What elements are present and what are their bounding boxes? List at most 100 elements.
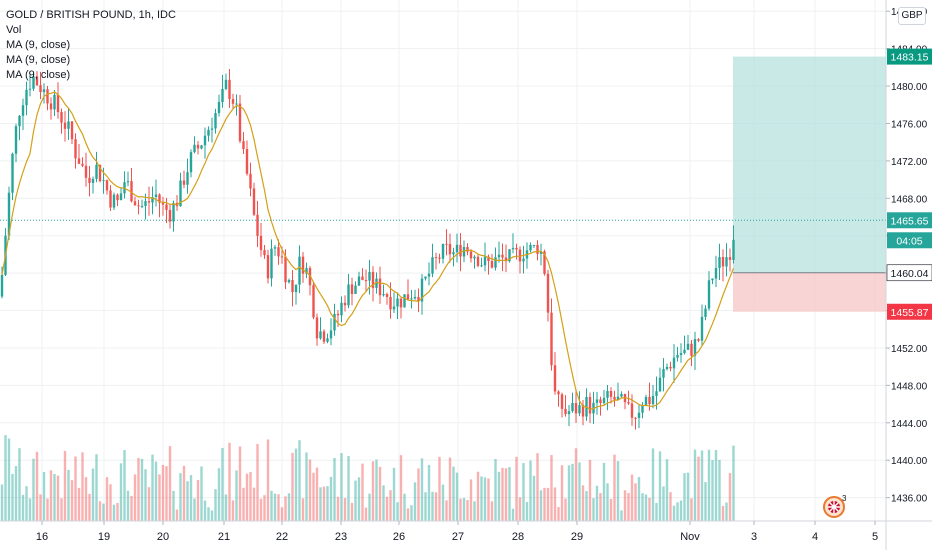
candle-body <box>571 402 574 412</box>
volume-bar <box>627 493 630 521</box>
volume-bar <box>483 477 487 521</box>
volume-bar <box>137 458 140 521</box>
volume-bar <box>389 490 392 521</box>
volume-bar <box>494 459 497 521</box>
candle-body <box>480 265 483 267</box>
time-axis[interactable] <box>0 521 932 550</box>
candle-body <box>553 365 557 392</box>
volume-bar <box>231 500 235 521</box>
candle-body <box>648 396 651 405</box>
volume-bar <box>333 457 336 521</box>
candle-body <box>32 76 35 89</box>
volume-bar <box>291 452 294 521</box>
candle-body <box>133 201 137 206</box>
volume-bar <box>210 510 214 521</box>
candle-body <box>413 296 417 299</box>
volume-bar <box>109 484 112 521</box>
ma-label-1[interactable]: MA (9, close) <box>6 39 71 51</box>
volume-bar <box>329 476 333 521</box>
candle-body <box>291 280 294 293</box>
volume-bar <box>252 487 256 521</box>
volume-bar <box>385 496 389 521</box>
volume-bar <box>553 487 557 521</box>
candle-body <box>7 192 11 236</box>
candle-body <box>172 202 175 222</box>
candle-body <box>154 194 158 198</box>
candle-body <box>546 273 550 313</box>
volume-bar <box>434 492 438 521</box>
candle-body <box>105 180 109 191</box>
candle-body <box>599 399 602 404</box>
x-tick-label: 3 <box>751 531 757 543</box>
volume-bar <box>32 458 35 521</box>
volume-bar <box>602 462 606 521</box>
volume-bar <box>473 501 476 521</box>
volume-bar <box>567 465 571 521</box>
volume-bar <box>721 505 725 521</box>
candle-body <box>70 121 74 140</box>
volume-bar <box>189 475 193 521</box>
volume-bar <box>242 487 245 521</box>
currency-badge[interactable]: GBP <box>898 7 926 25</box>
volume-bar <box>98 501 102 521</box>
target-label-bg <box>887 48 932 65</box>
volume-bar <box>224 494 228 521</box>
ma-label-2[interactable]: MA (9, close) <box>6 54 71 66</box>
candle-body <box>25 89 28 106</box>
volume-label[interactable]: Vol <box>6 24 22 36</box>
x-tick-label: 26 <box>393 531 405 543</box>
ma-label-3[interactable]: MA (9, close) <box>6 69 71 81</box>
candle-body <box>620 393 623 397</box>
y-tick-label: 1476.00 <box>891 119 928 130</box>
volume-bar <box>123 450 126 521</box>
volume-bar <box>77 487 81 521</box>
candle-body <box>476 256 480 266</box>
candle-body <box>557 391 560 395</box>
y-tick-label: 1436.00 <box>891 494 928 505</box>
long-position-tool[interactable] <box>733 56 886 312</box>
volume-bar <box>725 502 728 521</box>
economic-events-icon[interactable]: 3 <box>822 493 848 519</box>
candle-body <box>417 296 420 302</box>
volume-bar <box>319 487 322 521</box>
volume-bar <box>476 471 480 521</box>
candle-body <box>501 254 504 258</box>
time-axis-ticks: 16 19 20 21 22 23 26 27 28 29 Nov 3 4 5 <box>36 521 878 543</box>
volume-bar <box>623 490 627 521</box>
candle-body <box>193 144 196 153</box>
candle-body <box>95 164 98 179</box>
candle-body <box>294 284 298 293</box>
volume-bar <box>4 435 7 521</box>
volume-bar <box>56 475 60 521</box>
volume-bar <box>336 496 340 521</box>
candle-body <box>588 396 592 414</box>
candle-body <box>221 89 224 102</box>
candle-body <box>347 284 350 306</box>
volume-bar <box>445 500 448 521</box>
volume-bar <box>284 496 287 521</box>
volume-bar <box>270 490 273 521</box>
volume-bar <box>63 450 67 521</box>
volume-bar <box>144 469 147 521</box>
candle-body <box>235 103 238 105</box>
volume-bar <box>564 498 567 521</box>
volume-bar <box>158 474 161 521</box>
volume-bar <box>466 500 469 521</box>
candle-body <box>560 394 564 409</box>
symbol-title[interactable]: GOLD / BRITISH POUND, 1h, IDC <box>6 9 176 21</box>
candle-body <box>84 165 88 178</box>
volume-bar <box>641 493 644 521</box>
candle-body <box>399 298 403 308</box>
candle-body <box>718 257 721 268</box>
volume-bar <box>168 446 172 521</box>
volume-bar <box>70 480 74 521</box>
candle-body <box>238 103 242 142</box>
countdown-label-text: 04:05 <box>896 235 922 247</box>
candle-body <box>11 153 14 193</box>
candle-body <box>431 257 434 274</box>
x-tick-label: 4 <box>812 531 818 543</box>
candle-body <box>102 180 105 182</box>
candle-body <box>651 395 655 405</box>
volume-bar <box>228 442 231 521</box>
